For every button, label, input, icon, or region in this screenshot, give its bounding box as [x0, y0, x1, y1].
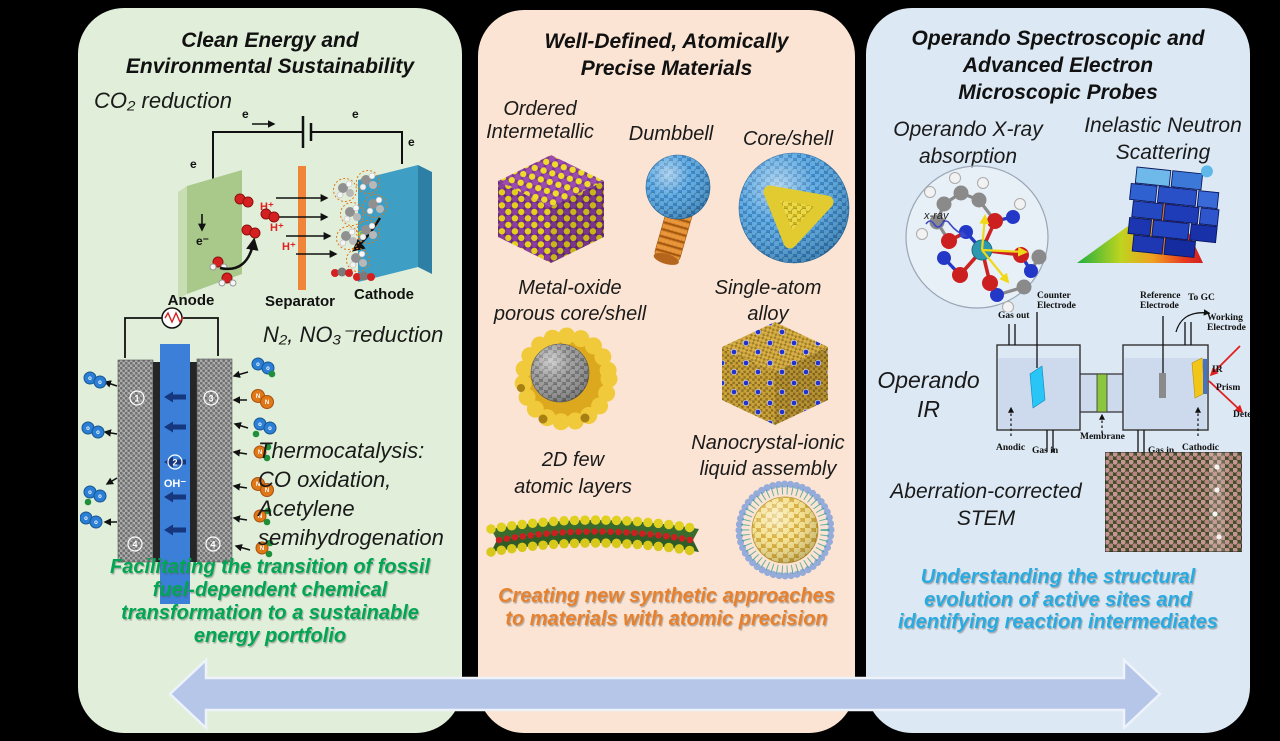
label-n2-no3-reduction: N₂, NO₃⁻reduction	[263, 322, 444, 347]
electrolyte-channel	[160, 344, 190, 604]
cathode-plate	[358, 165, 418, 282]
label-dumbbell: Dumbbell	[628, 123, 714, 145]
label-operando-ir: Operando IR	[877, 367, 980, 422]
peach-panel-title: Well-Defined, Atomically Precise Materia…	[544, 30, 789, 80]
cathodic-label: Cathodic	[1182, 443, 1219, 453]
label-2d-few-layers: 2D few atomic layers	[514, 449, 632, 498]
svg-text:3: 3	[208, 394, 213, 404]
detector-label: Detector	[1233, 410, 1250, 420]
nanocrystal-assembly-illustration	[735, 480, 835, 580]
label-ordered-intermetallic: Ordered Intermetallic	[486, 98, 594, 143]
co2-electrolysis-illustration: e e e e e⁻ e⁻ H⁺ H⁺ H⁺	[168, 107, 432, 310]
prism-label: Prism	[1216, 383, 1240, 393]
label-single-atom: Single-atom alloy	[714, 277, 822, 325]
step-markers: 1 3 2 4 4	[127, 390, 221, 552]
to-gc-label: To GC	[1188, 293, 1215, 303]
label-aberration-stem: Aberration-corrected STEM	[890, 480, 1082, 530]
svg-text:Electrode: Electrode	[1037, 301, 1076, 311]
gas-in-left-label: Gas in	[1032, 446, 1059, 456]
working-electrode-label: Working	[1207, 313, 1243, 323]
proton-label: H⁺	[270, 222, 284, 234]
blue-statement: Understanding the structural evolution o…	[897, 566, 1219, 633]
cathode-label: Cathode	[354, 286, 414, 303]
svg-text:4: 4	[210, 540, 215, 550]
reference-electrode-shape	[1159, 373, 1166, 398]
svg-text:Electrode: Electrode	[1207, 323, 1246, 333]
peach-statement: Creating new synthetic approaches to mat…	[498, 585, 835, 630]
single-atom-alloy-illustration	[722, 322, 828, 425]
electron-label: e	[190, 157, 197, 171]
label-nanocrystal: Nanocrystal-ionic liquid assembly	[691, 432, 845, 480]
oh-label: OH⁻	[164, 478, 187, 490]
membrane-bar	[1096, 373, 1108, 413]
svg-text:2: 2	[172, 458, 177, 468]
green-statement: Facilitating the transition of fossil fu…	[109, 556, 431, 647]
reference-electrode-label: Reference	[1140, 291, 1180, 301]
reactant-molecules	[232, 357, 277, 558]
metal-oxide-core-shell-illustration	[514, 327, 618, 431]
electron-label: e	[242, 107, 249, 121]
separator-label: Separator	[265, 293, 335, 310]
electron-label: e	[408, 135, 415, 149]
proton-label: H⁺	[282, 241, 296, 253]
thermocatalysis-text: Thermocatalysis: CO oxidation, Acetylene…	[258, 438, 444, 550]
label-operando-xray: Operando X-ray absorption	[893, 118, 1043, 168]
separator-bar	[298, 166, 306, 290]
counter-electrode-shape	[1029, 365, 1046, 409]
porous-electrode-left	[117, 359, 154, 563]
blue-panel: Operando Spectroscopic and Advanced Elec…	[866, 8, 1250, 733]
product-molecules	[80, 371, 118, 529]
svg-text:1: 1	[134, 394, 139, 404]
xray-annotation: x-ray	[923, 210, 950, 222]
counter-electrode-label: Counter	[1037, 291, 1072, 301]
blue-panel-title: Operando Spectroscopic and Advanced Elec…	[911, 27, 1205, 104]
electron-minus-label: e⁻	[196, 234, 209, 248]
ir-beam-label: IR	[1212, 365, 1223, 375]
peach-panel: Well-Defined, Atomically Precise Materia…	[478, 10, 855, 733]
core-shell-illustration	[738, 152, 850, 264]
neutron-scattering-illustration	[1077, 165, 1220, 263]
xray-absorption-illustration: x-ray	[905, 165, 1049, 312]
flow-cell-illustration: OH⁻ 1 3 2 4 4	[80, 307, 277, 604]
svg-text:4: 4	[132, 540, 137, 550]
product-molecule-cluster	[333, 178, 357, 202]
anode-plate	[187, 170, 242, 294]
ordered-intermetallic-illustration	[498, 155, 604, 263]
label-co2-reduction: CO₂ reduction	[94, 88, 233, 113]
label-inelastic-neutron: Inelastic Neutron Scattering	[1084, 114, 1242, 164]
label-metal-oxide: Metal-oxide porous core/shell	[493, 277, 647, 325]
stem-image	[1105, 452, 1242, 552]
dumbbell-illustration	[645, 154, 711, 265]
label-core-shell: Core/shell	[742, 128, 834, 150]
green-panel: Clean Energy and Environmental Sustainab…	[78, 8, 462, 733]
operando-ir-cell-illustration: Gas out Counter Electrode Reference Elec…	[996, 291, 1250, 456]
svg-text:Electrode: Electrode	[1140, 301, 1179, 311]
anodic-label: Anodic	[996, 443, 1025, 453]
gas-out-label: Gas out	[998, 311, 1030, 321]
membrane-label: Membrane	[1080, 432, 1125, 442]
double-arrow	[168, 657, 1162, 731]
co2-molecule	[331, 267, 353, 277]
gas-in-right-label: Gas in	[1148, 446, 1175, 456]
electron-label: e	[352, 107, 359, 121]
2d-layers-illustration	[486, 515, 704, 557]
porous-electrode-right	[196, 358, 233, 563]
green-panel-title: Clean Energy and Environmental Sustainab…	[125, 29, 415, 78]
anode-label: Anode	[168, 292, 215, 309]
